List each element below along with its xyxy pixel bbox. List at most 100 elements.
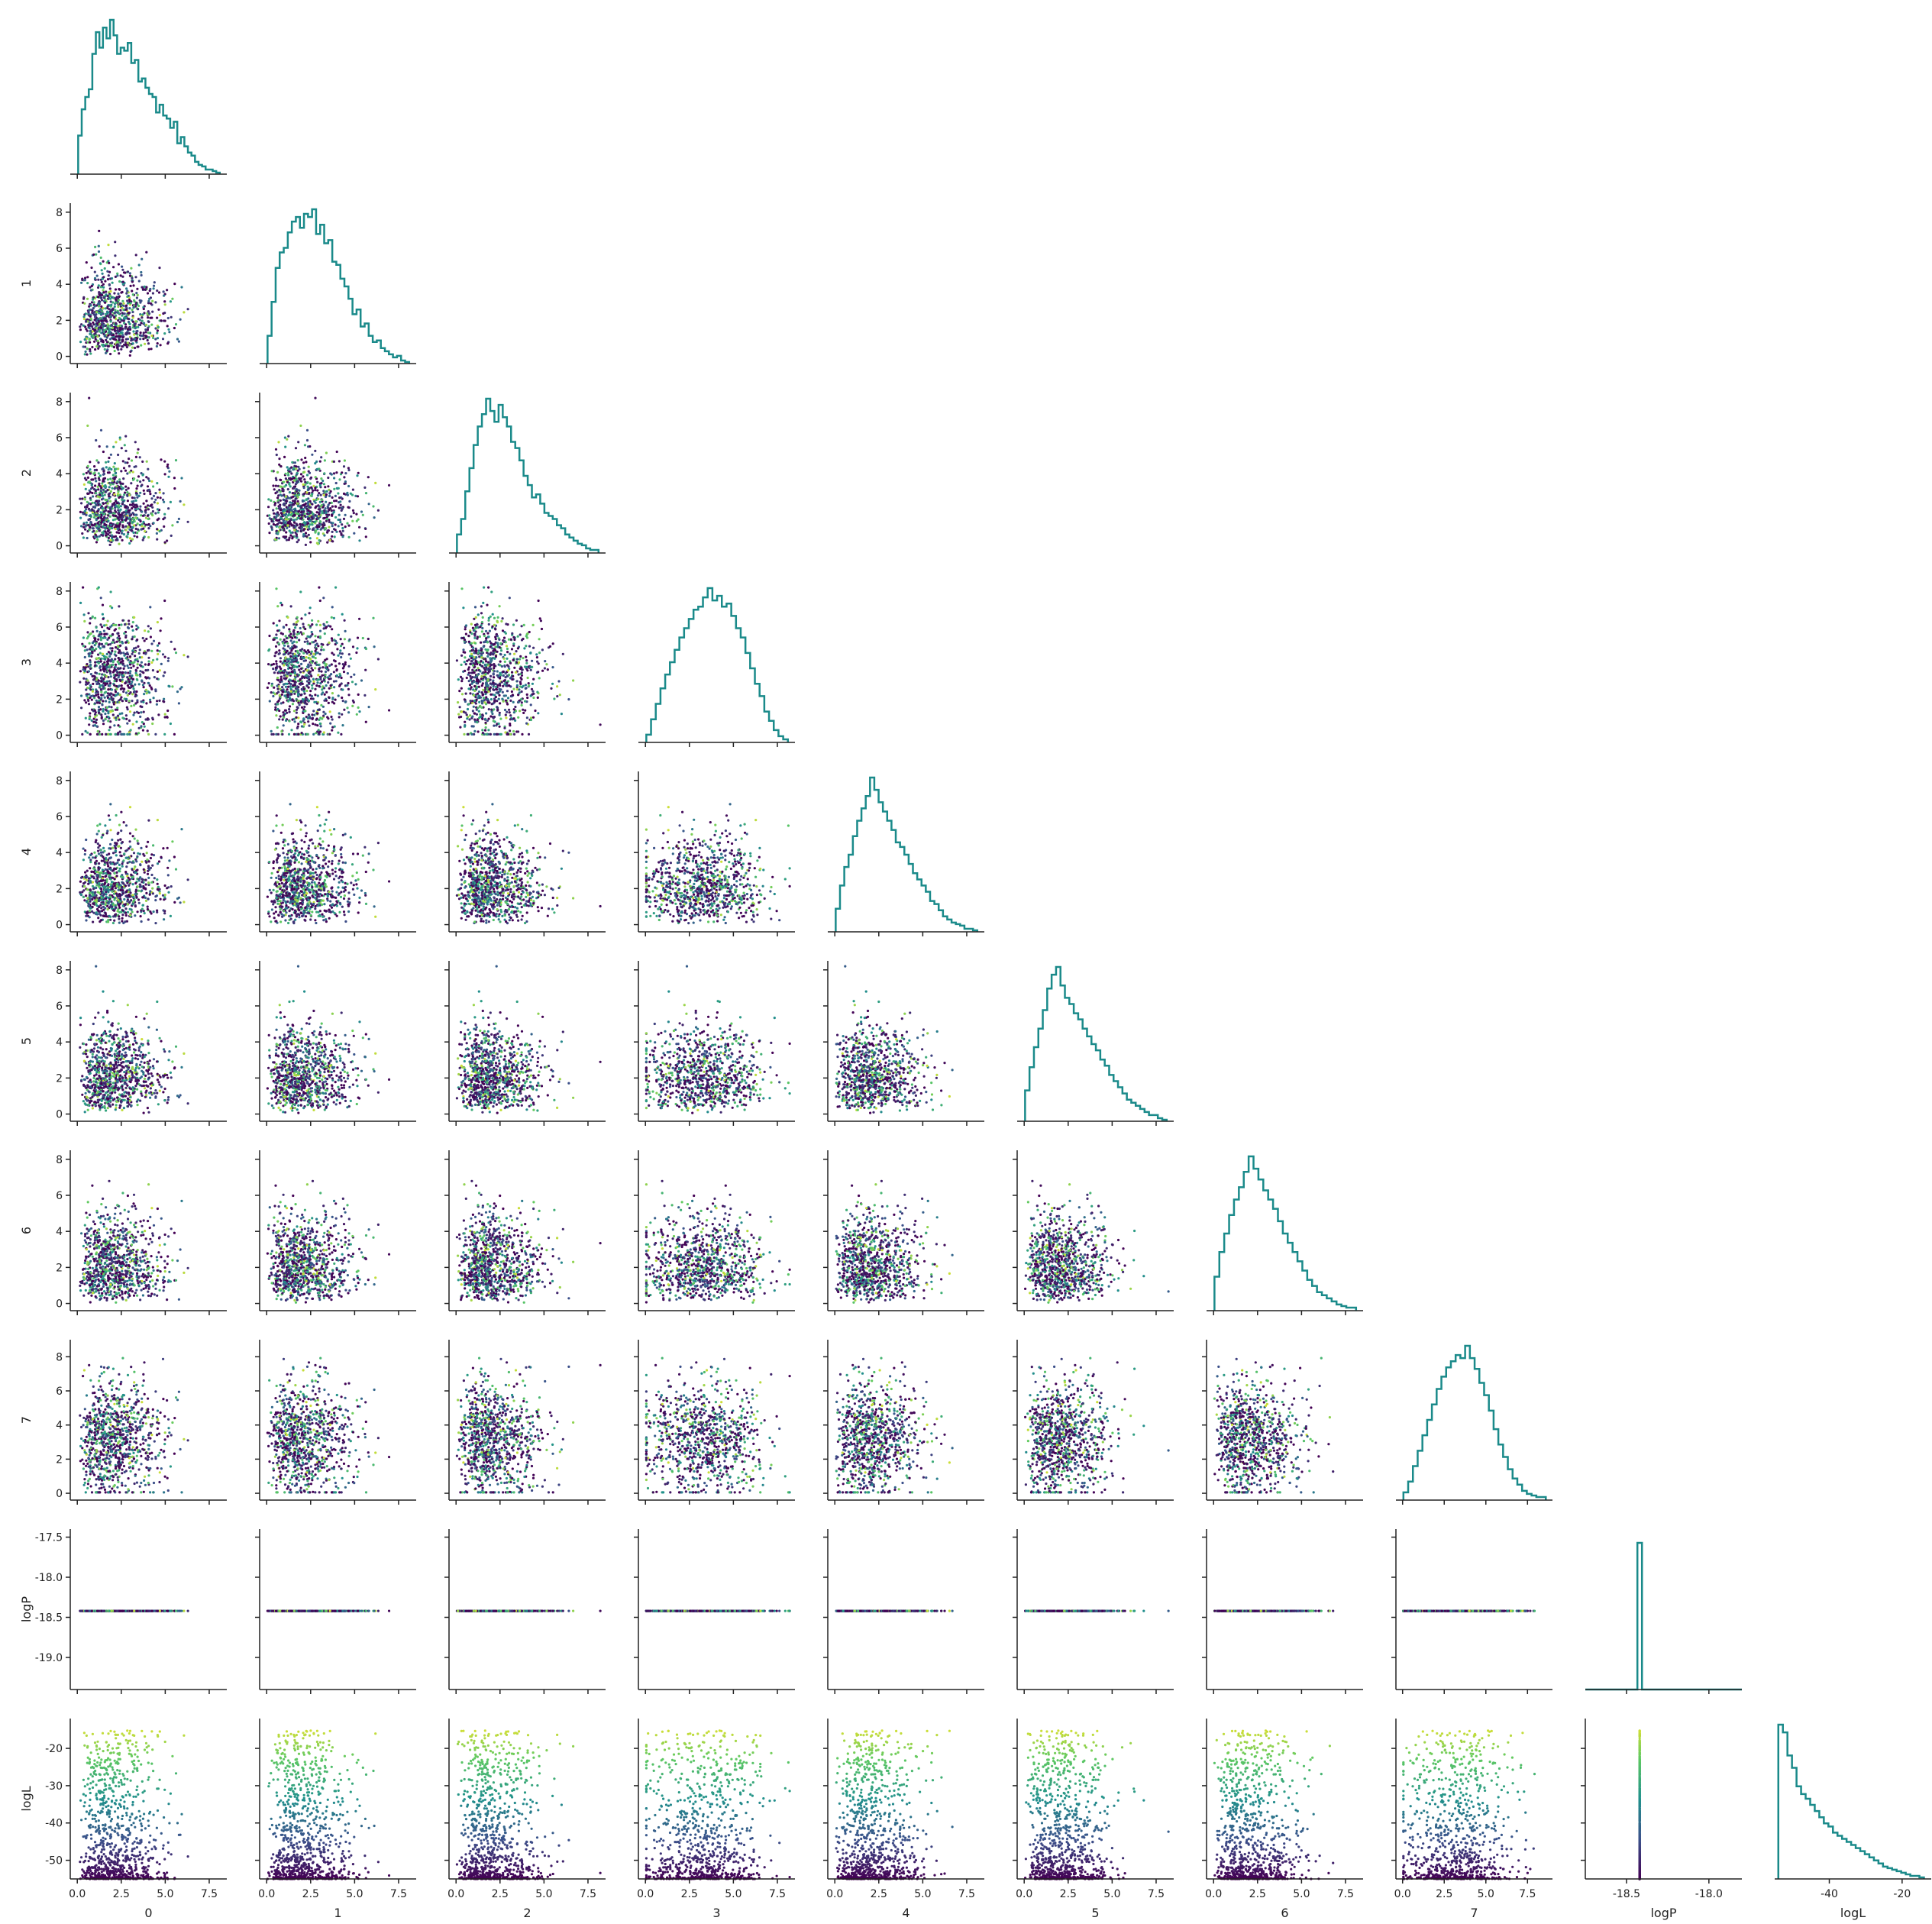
scatter-point <box>100 296 102 299</box>
scatter-point <box>145 331 147 333</box>
scatter-point <box>180 286 183 288</box>
scatter-point <box>114 241 116 243</box>
scatter-point <box>140 271 142 273</box>
scatter-point <box>92 299 94 301</box>
scatter-point <box>86 348 89 350</box>
scatter-point <box>121 334 124 336</box>
scatter-point <box>150 335 153 337</box>
scatter-point <box>167 328 170 331</box>
scatter-point <box>123 302 125 305</box>
scatter-points <box>79 230 189 357</box>
scatter-point <box>158 267 160 269</box>
scatter-point <box>131 311 134 313</box>
scatter-point <box>153 281 156 283</box>
scatter-point <box>147 331 150 334</box>
scatter-point <box>162 338 164 340</box>
scatter-point <box>89 323 92 325</box>
scatter-point <box>150 348 153 350</box>
scatter-point <box>104 307 106 309</box>
scatter-point <box>90 318 92 320</box>
scatter-point <box>134 276 137 278</box>
scatter-point <box>145 251 147 254</box>
scatter-point <box>86 298 89 300</box>
scatter-point <box>117 293 119 295</box>
scatter-point <box>98 245 100 247</box>
scatter-point <box>143 322 145 325</box>
scatter-point <box>108 274 110 276</box>
panel-1-vs-0: 024681 <box>19 203 227 368</box>
scatter-point <box>168 331 170 333</box>
scatter-point <box>143 331 145 334</box>
scatter-point <box>90 289 92 292</box>
scatter-point <box>129 354 131 357</box>
scatter-point <box>132 316 134 319</box>
scatter-point <box>141 274 143 276</box>
scatter-point <box>120 274 122 276</box>
scatter-point <box>117 348 119 351</box>
scatter-point <box>139 334 141 336</box>
scatter-point <box>109 353 111 355</box>
scatter-point <box>122 309 124 311</box>
histogram-line <box>78 20 219 174</box>
scatter-point <box>120 348 122 351</box>
scatter-point <box>114 306 116 308</box>
scatter-point <box>153 285 155 287</box>
scatter-point <box>124 312 126 315</box>
scatter-point <box>187 308 189 310</box>
scatter-point <box>113 292 115 294</box>
scatter-point <box>119 341 121 344</box>
scatter-point <box>163 312 166 314</box>
scatter-point <box>135 292 137 294</box>
scatter-point <box>154 327 157 329</box>
scatter-point <box>163 295 165 297</box>
scatter-point <box>132 330 134 332</box>
scatter-point <box>131 309 134 311</box>
scatter-point <box>84 279 86 281</box>
scatter-point <box>138 264 141 266</box>
scatter-point <box>132 284 134 286</box>
scatter-point <box>98 230 100 232</box>
scatter-point <box>157 309 160 311</box>
scatter-point <box>100 286 102 288</box>
scatter-point <box>118 280 121 283</box>
scatter-point <box>113 346 115 348</box>
scatter-point <box>147 316 149 319</box>
scatter-point <box>102 286 105 289</box>
scatter-point <box>113 338 115 340</box>
scatter-point <box>140 331 142 334</box>
scatter-point <box>86 276 89 278</box>
scatter-point <box>92 323 95 325</box>
scatter-point <box>144 343 146 345</box>
scatter-point <box>134 347 136 349</box>
scatter-point <box>89 352 92 354</box>
scatter-point <box>99 345 101 348</box>
scatter-point <box>136 288 138 290</box>
scatter-point <box>131 289 133 292</box>
scatter-point <box>178 341 180 343</box>
scatter-point <box>103 296 105 299</box>
scatter-point <box>156 317 158 319</box>
scatter-point <box>101 299 103 301</box>
scatter-point <box>102 289 105 291</box>
scatter-point <box>136 296 138 299</box>
scatter-point <box>117 306 119 308</box>
scatter-point <box>157 326 160 328</box>
scatter-point <box>183 311 185 313</box>
scatter-point <box>99 309 102 311</box>
scatter-point <box>152 337 154 339</box>
scatter-point <box>98 284 100 286</box>
scatter-point <box>84 276 86 279</box>
scatter-point <box>132 342 134 344</box>
scatter-point <box>79 341 82 343</box>
scatter-point <box>86 282 89 284</box>
scatter-point <box>109 287 111 289</box>
scatter-point <box>143 308 145 310</box>
scatter-point <box>105 293 107 296</box>
scatter-point <box>91 346 93 348</box>
scatter-point <box>89 333 91 335</box>
panel-0-vs-0 <box>70 20 227 179</box>
scatter-point <box>142 338 144 340</box>
scatter-point <box>164 303 166 306</box>
